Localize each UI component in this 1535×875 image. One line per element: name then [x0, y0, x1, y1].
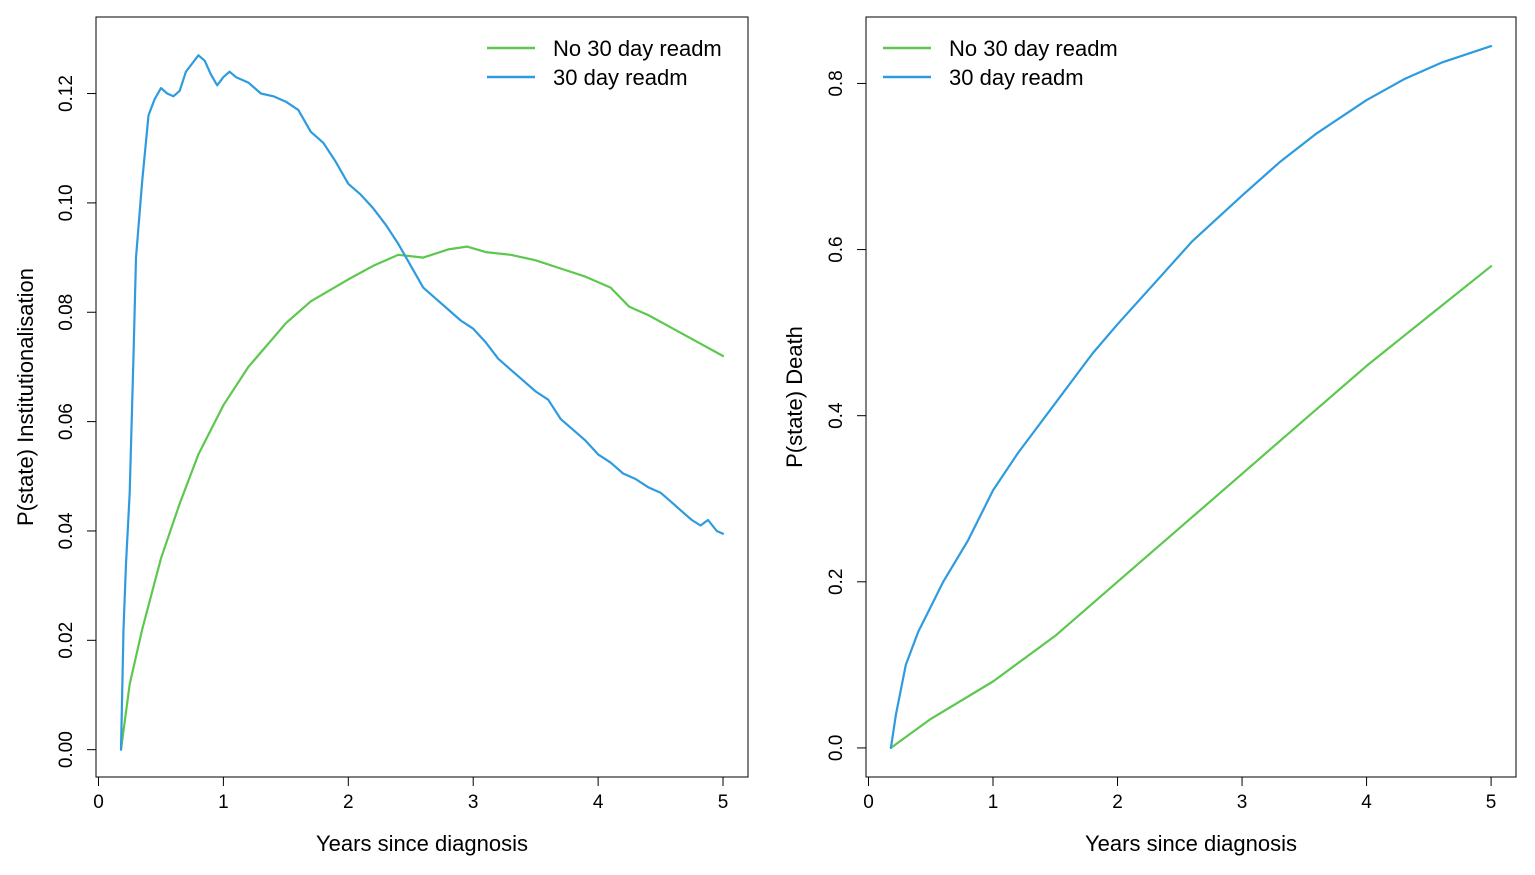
x-tick-label: 0: [863, 792, 874, 813]
x-tick-label: 3: [1237, 792, 1248, 813]
y-tick-label: 0.04: [56, 512, 77, 549]
y-axis-title: P(state) Institutionalisation: [13, 268, 38, 526]
y-tick-label: 0.00: [56, 731, 77, 768]
x-tick-label: 4: [1361, 792, 1372, 813]
chart-panel-2: 0 1 2 3 4 5 0.0 0.2 0.4 0.6 0.8 Years since diagnos…: [782, 16, 1517, 856]
series-line-no-30-day-readm: [119, 245, 725, 751]
y-tick-label: 0.02: [56, 622, 77, 659]
y-tick-label: 0.2: [826, 569, 847, 595]
legend-label: No 30 day readm: [949, 36, 1118, 61]
x-tick-label: 1: [988, 792, 999, 813]
x-tick-label: 3: [468, 792, 479, 813]
x-tick-label: 0: [93, 792, 104, 813]
legend-label: 30 day readm: [949, 65, 1084, 90]
x-tick-label: 2: [343, 792, 354, 813]
chart-panel-1: 0 1 2 3 4 5 0.00 0.02 0.04 0.06 0.08 0.10 0.12 Years …: [13, 16, 749, 856]
y-tick-label: 0.06: [56, 403, 77, 440]
series-line-no-30-day-readm: [889, 265, 1493, 750]
x-tick-label: 5: [1486, 792, 1497, 813]
y-tick-label: 0.4: [826, 402, 847, 429]
series-line-30-day-readm: [119, 54, 725, 751]
x-tick-label: 4: [593, 792, 604, 813]
x-axis-title: Years since diagnosis: [316, 831, 528, 856]
x-axis-title: Years since diagnosis: [1085, 831, 1297, 856]
legend-label: 30 day readm: [553, 65, 688, 90]
y-tick-label: 0.8: [826, 70, 847, 96]
y-tick-label: 0.10: [56, 184, 77, 221]
x-tick-label: 5: [718, 792, 729, 813]
y-tick-label: 0.12: [56, 75, 77, 112]
legend-label: No 30 day readm: [553, 36, 722, 61]
x-tick-label: 2: [1112, 792, 1123, 813]
y-axis-title: P(state) Death: [782, 326, 807, 468]
series-line-30-day-readm: [889, 44, 1493, 750]
y-tick-label: 0.0: [826, 735, 847, 761]
y-tick-label: 0.08: [56, 294, 77, 331]
x-tick-label: 1: [218, 792, 229, 813]
y-tick-label: 0.6: [826, 236, 847, 262]
